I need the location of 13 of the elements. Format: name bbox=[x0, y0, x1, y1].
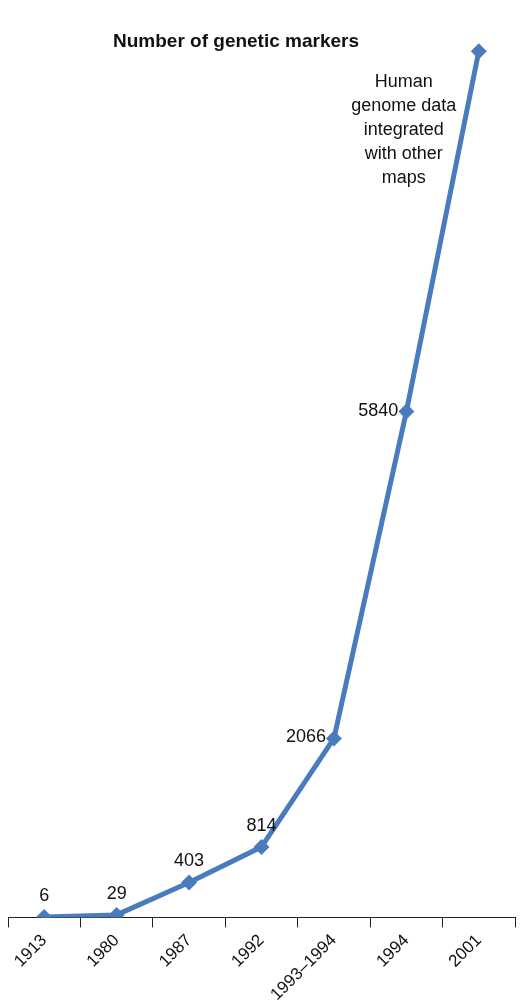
point bbox=[181, 874, 198, 891]
data-label: 2066 bbox=[285, 726, 326, 747]
data-label: 814 bbox=[246, 814, 277, 835]
point bbox=[253, 838, 270, 855]
annotation: Human genome data integrated with other maps bbox=[351, 71, 458, 188]
point bbox=[470, 43, 487, 60]
data-label: 403 bbox=[174, 850, 205, 871]
data-label: 29 bbox=[106, 882, 127, 903]
data-label: 5840 bbox=[358, 399, 399, 420]
point bbox=[325, 730, 342, 747]
data-label: 6 bbox=[39, 884, 50, 905]
point bbox=[398, 403, 415, 420]
chart-title: Number of genetic markers bbox=[113, 30, 360, 52]
